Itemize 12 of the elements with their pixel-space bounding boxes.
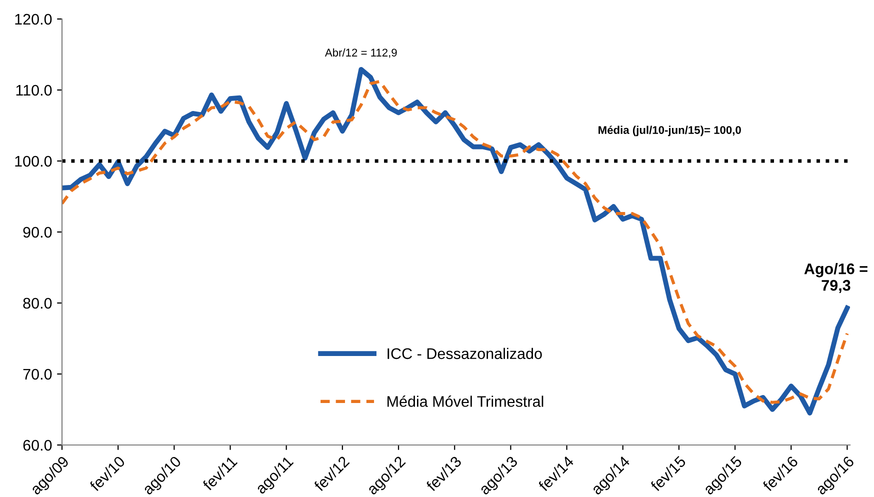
y-tick-label: 100.0: [15, 156, 52, 167]
legend-label: Média Móvel Trimestral: [388, 396, 544, 407]
y-tick-label: 70.0: [23, 368, 52, 380]
ref-line-label: Média (jul/10-jun/15)= 100,0: [598, 126, 741, 136]
y-tick-label: 110.0: [16, 84, 52, 96]
y-tick-label: 80.0: [23, 298, 52, 309]
annotation: Abr/12 = 112,9: [324, 48, 397, 58]
y-tick-label: 120.0: [15, 14, 52, 25]
y-tick-label: 60.0: [23, 440, 52, 451]
legend-label: ICC - Dessazonalizado: [388, 348, 542, 360]
y-tick-label: 90.0: [23, 226, 52, 238]
annotation: Ago/16 = 79,3: [804, 263, 868, 293]
